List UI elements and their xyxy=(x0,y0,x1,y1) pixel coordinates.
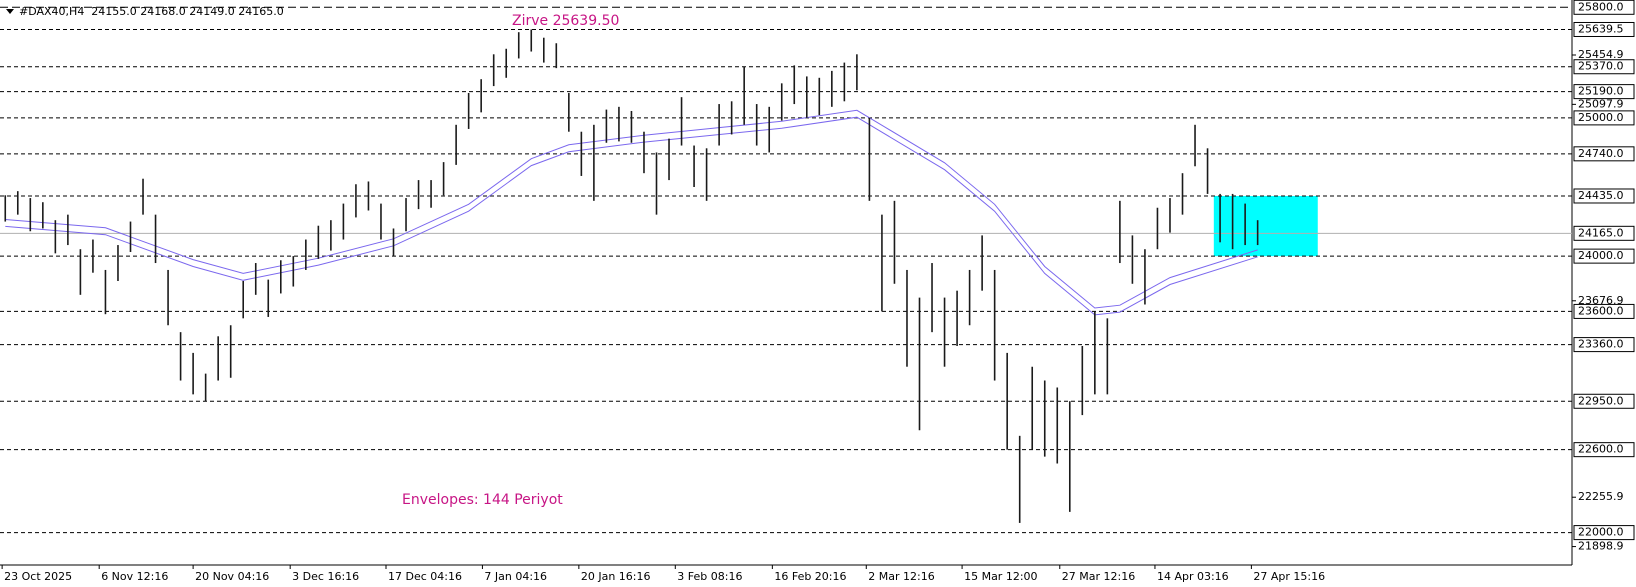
level-label-box xyxy=(1573,525,1635,541)
level-label: 22600.0 xyxy=(1578,443,1624,456)
x-tick-label: 20 Nov 04:16 xyxy=(195,570,269,583)
x-tick-label: 20 Jan 16:16 xyxy=(581,570,651,583)
chart-title: #DAX40,H4 24155.0 24168.0 24149.0 24165.… xyxy=(19,5,284,18)
last-price-label: 24165.0 xyxy=(1578,226,1624,239)
level-label-box xyxy=(1573,393,1635,409)
level-label: 24000.0 xyxy=(1578,249,1624,262)
y-tick-label: 25454.9 xyxy=(1578,48,1624,61)
level-label: 24740.0 xyxy=(1578,147,1624,160)
zone xyxy=(1213,195,1318,257)
level-label: 25370.0 xyxy=(1578,60,1624,73)
level-label: 22000.0 xyxy=(1578,526,1624,539)
level-label-box xyxy=(1573,303,1635,319)
level-label: 23600.0 xyxy=(1578,304,1624,317)
x-tick-label: 6 Nov 12:16 xyxy=(101,570,168,583)
level-label: 25190.0 xyxy=(1578,85,1624,98)
level-label-box xyxy=(1573,337,1635,353)
x-tick-label: 14 Apr 03:16 xyxy=(1157,570,1229,583)
last-price-label-box xyxy=(1573,225,1635,241)
x-tick-label: 27 Apr 15:16 xyxy=(1253,570,1325,583)
x-tick-label: 15 Mar 12:00 xyxy=(964,570,1037,583)
y-tick-label: 23676.9 xyxy=(1578,294,1624,307)
x-tick-label: 2 Mar 12:16 xyxy=(868,570,934,583)
level-label-box xyxy=(1573,0,1635,15)
level-label: 25800.0 xyxy=(1578,0,1624,13)
y-tick-label: 25097.9 xyxy=(1578,97,1624,110)
level-label-box xyxy=(1573,248,1635,264)
level-label-box xyxy=(1573,21,1635,37)
level-label-box xyxy=(1573,442,1635,458)
x-tick-label: 7 Jan 04:16 xyxy=(484,570,547,583)
level-label: 24435.0 xyxy=(1578,189,1624,202)
level-label: 23360.0 xyxy=(1578,338,1624,351)
level-label: 22950.0 xyxy=(1578,394,1624,407)
plot-area xyxy=(0,0,1572,565)
level-label-box xyxy=(1573,146,1635,162)
x-tick-label: 16 Feb 20:16 xyxy=(774,570,846,583)
level-label-box xyxy=(1573,110,1635,126)
level-label: 25000.0 xyxy=(1578,111,1624,124)
level-label-box xyxy=(1573,188,1635,204)
level-label-box xyxy=(1573,59,1635,75)
y-tick-label: 21898.9 xyxy=(1578,540,1624,553)
x-tick-label: 3 Feb 08:16 xyxy=(677,570,742,583)
y-tick-label: 22255.9 xyxy=(1578,490,1624,503)
x-tick-label: 3 Dec 16:16 xyxy=(292,570,359,583)
x-tick-label: 17 Dec 04:16 xyxy=(388,570,462,583)
level-label: 25639.5 xyxy=(1578,22,1624,35)
annotation: Envelopes: 144 Periyot xyxy=(402,492,563,508)
level-label-box xyxy=(1573,84,1635,100)
menu-arrow xyxy=(6,9,14,14)
x-tick-label: 27 Mar 12:16 xyxy=(1062,570,1135,583)
annotation: Zirve 25639.50 xyxy=(512,13,619,29)
x-tick-label: 23 Oct 2025 xyxy=(4,570,72,583)
